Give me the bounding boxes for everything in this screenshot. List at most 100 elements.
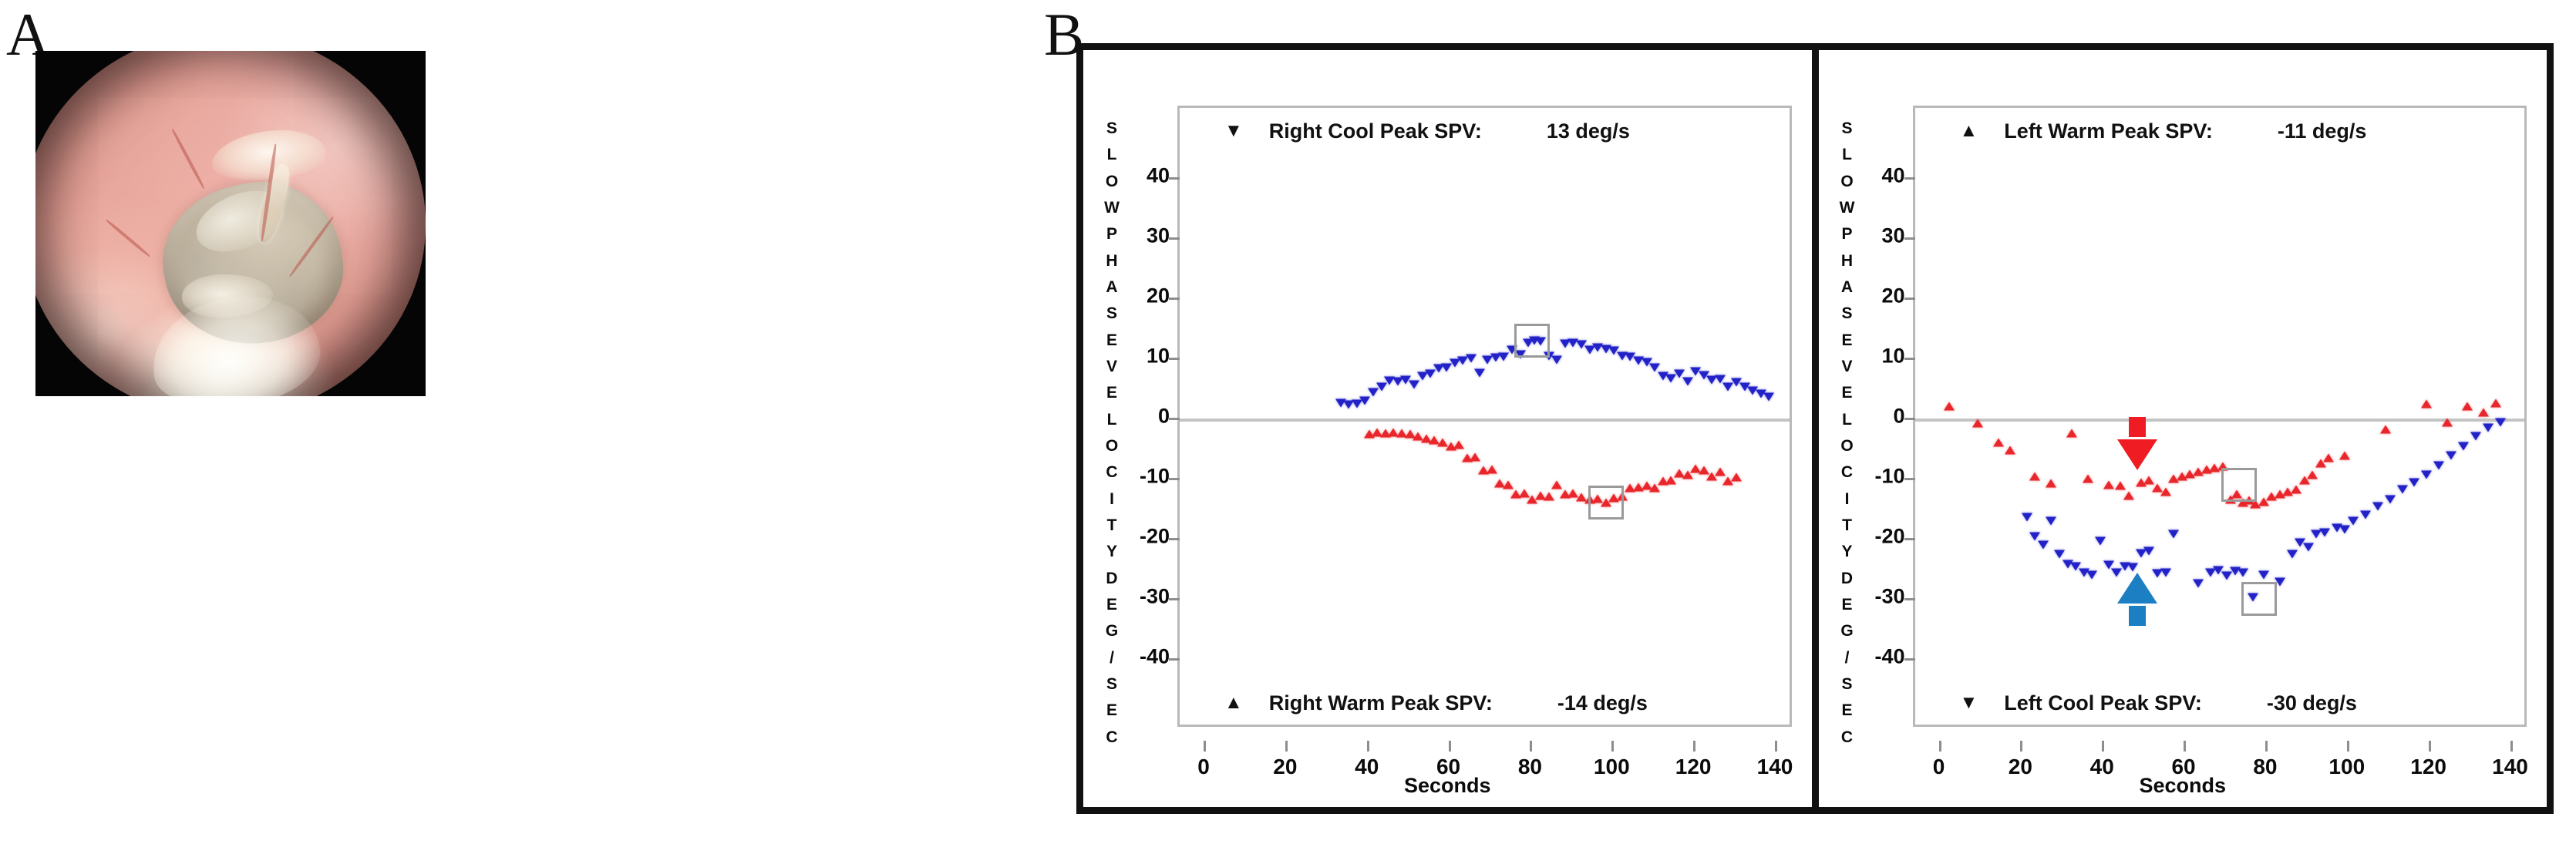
- data-point-triangle-up: [1559, 489, 1571, 499]
- data-point-triangle-up: [1633, 483, 1645, 492]
- y-tick-labels: 40 30 20 10 0 -10 -20 -30 -40: [1859, 124, 1908, 741]
- data-point-triangle-up: [1372, 428, 1383, 437]
- data-point-triangle-up: [1429, 435, 1440, 445]
- data-point-triangle-down: [1498, 352, 1510, 361]
- y-tick-mark: [1904, 538, 1915, 540]
- data-point-triangle-down: [2457, 442, 2469, 451]
- peak-spv-value: -30 deg/s: [2266, 691, 2357, 715]
- data-point-triangle-up: [1567, 489, 1579, 498]
- data-point-triangle-up: [1665, 476, 1677, 485]
- data-point-triangle-down: [2053, 550, 2065, 559]
- data-point-triangle-up: [2160, 487, 2171, 496]
- data-point-triangle-down: [1343, 400, 1355, 409]
- data-point-triangle-up: [1649, 483, 1661, 493]
- y-tick-mark: [1169, 658, 1180, 661]
- y-axis-caption-letter: C: [1106, 728, 1118, 746]
- data-point-triangle-down: [2470, 432, 2481, 441]
- data-point-triangle-down: [1649, 363, 1661, 372]
- y-axis-caption-letter: L: [1842, 146, 1852, 164]
- triangle-down-icon: ▼: [1224, 120, 1243, 141]
- data-point-triangle-down: [2238, 568, 2249, 577]
- y-tick-label: 40: [1146, 163, 1170, 187]
- data-point-triangle-down: [1722, 382, 1734, 392]
- x-tick-mark: [1285, 741, 1288, 752]
- data-point-triangle-up: [1972, 419, 1984, 428]
- data-point-triangle-down: [1376, 382, 1387, 392]
- data-point-triangle-down: [1608, 346, 1620, 355]
- data-point-triangle-up: [2490, 398, 2502, 408]
- x-axis-title: Seconds: [2139, 774, 2227, 797]
- data-point-triangle-up: [2217, 462, 2228, 471]
- otoscopy-photo-inner: [35, 51, 426, 396]
- data-point-triangle-down: [2348, 516, 2359, 526]
- data-point-triangle-down: [2204, 568, 2216, 577]
- data-point-triangle-down: [1673, 369, 1685, 378]
- y-axis-caption-letter: C: [1106, 463, 1118, 482]
- y-axis-caption-letter: O: [1840, 172, 1854, 190]
- x-tick-mark: [2102, 741, 2105, 752]
- peak-spv-label: Right Warm Peak SPV:: [1268, 691, 1493, 715]
- data-point-triangle-up: [1608, 493, 1620, 503]
- plot-frame: ▼ Right Cool Peak SPV: 13 deg/s ▲ Right Warm…: [1169, 106, 1792, 727]
- data-point-triangle-down: [1449, 358, 1460, 368]
- data-point-triangle-down: [2086, 570, 2098, 580]
- x-tick-mark: [1775, 741, 1777, 752]
- data-point-triangle-down: [1335, 398, 1346, 408]
- data-point-triangle-down: [1739, 382, 1750, 392]
- x-axis-title: Seconds: [1403, 774, 1491, 797]
- data-point-triangle-up: [1396, 429, 1408, 438]
- y-axis-caption-letter: A: [1106, 277, 1118, 296]
- plot-area: [1169, 108, 1790, 725]
- data-point-triangle-up: [2005, 446, 2016, 455]
- data-point-triangle-down: [2221, 571, 2232, 580]
- y-axis-caption-letter: S: [1106, 119, 1117, 137]
- y-tick-label: 30: [1881, 224, 1905, 247]
- data-point-triangle-down: [2078, 568, 2089, 577]
- otoscopy-photo: [35, 51, 426, 396]
- data-point-triangle-up: [1698, 466, 1709, 475]
- data-point-triangle-down: [1559, 339, 1571, 348]
- data-point-triangle-down: [1616, 351, 1628, 361]
- data-point-triangle-down: [2062, 560, 2073, 569]
- y-tick-label: 20: [1881, 284, 1905, 308]
- right-ear-caloric-plot: S L O W P H A S E V E L O C I T Y D E G / S E C ▼ Right Cool Peak…: [1083, 50, 1812, 807]
- data-point-triangle-up: [2066, 429, 2077, 438]
- y-axis-caption-letter: E: [1841, 331, 1853, 349]
- peak-marker-box: [1514, 323, 1551, 358]
- data-point-triangle-down: [1433, 364, 1444, 373]
- data-point-triangle-down: [1441, 363, 1453, 372]
- y-axis-caption-letter: L: [1106, 410, 1117, 429]
- data-point-triangle-up: [1510, 489, 1522, 499]
- triangle-up-icon: ▲: [1224, 692, 1243, 713]
- data-point-triangle-down: [2135, 549, 2147, 558]
- data-point-triangle-up: [1673, 469, 1685, 478]
- x-tick-mark: [1366, 741, 1369, 752]
- data-point-triangle-down: [1529, 336, 1541, 345]
- data-point-triangle-up: [1502, 480, 1514, 489]
- y-axis-caption-letter: A: [1840, 277, 1854, 296]
- data-point-triangle-down: [1473, 368, 1485, 378]
- data-point-triangle-down: [2409, 478, 2420, 487]
- data-point-triangle-up: [1404, 429, 1416, 439]
- data-point-triangle-down: [2311, 530, 2322, 539]
- data-point-triangle-down: [2258, 570, 2269, 580]
- peak-spv-value: -14 deg/s: [1557, 691, 1648, 715]
- x-tick-label: 80: [1517, 755, 1542, 778]
- y-axis-caption-letter: T: [1106, 516, 1117, 534]
- y-axis-caption-letter: D: [1106, 569, 1118, 587]
- plot-area: [1904, 108, 2524, 725]
- data-point-triangle-up: [1535, 491, 1546, 500]
- x-tick-label: 140: [2492, 755, 2528, 778]
- y-axis-caption-letter: W: [1839, 198, 1855, 217]
- data-point-triangle-up: [1388, 428, 1399, 437]
- data-point-triangle-up: [1714, 467, 1726, 476]
- data-point-triangle-up: [2258, 497, 2269, 506]
- panel-divider: [1811, 50, 1819, 807]
- plot-frame: ▲ Left Warm Peak SPV: -11 deg/s ▼ Left Cool …: [1904, 106, 2527, 727]
- data-point-triangle-up: [2315, 459, 2326, 468]
- triangle-up-icon: ▲: [1959, 120, 1978, 141]
- data-point-triangle-down: [1592, 343, 1604, 352]
- data-point-triangle-down: [2070, 562, 2082, 571]
- y-tick-mark: [1169, 418, 1180, 420]
- x-tick-label: 60: [2171, 755, 2196, 778]
